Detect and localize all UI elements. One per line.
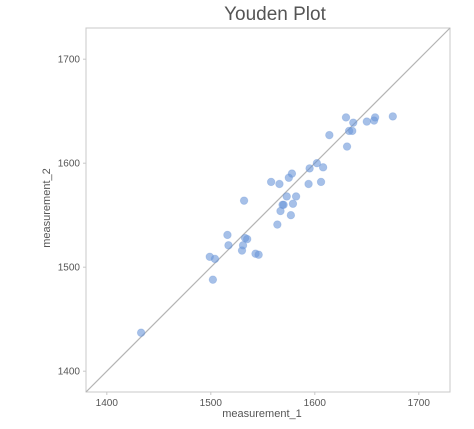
data-point <box>304 179 313 189</box>
x-axis-ticks: 1400 1500 1600 1700 <box>96 392 431 409</box>
data-point <box>349 118 358 127</box>
data-point <box>325 130 334 140</box>
data-point <box>286 210 296 220</box>
reference-line <box>85 27 451 393</box>
y-tick-label: 1500 <box>58 263 81 274</box>
data-point <box>273 220 282 229</box>
y-axis-label: measurement_2 <box>41 168 53 248</box>
reference-line-group <box>85 27 451 393</box>
data-point <box>288 199 298 208</box>
chart-title: Youden Plot <box>224 4 327 25</box>
data-point <box>287 169 297 178</box>
x-tick-label: 1500 <box>200 398 223 409</box>
data-point <box>318 163 328 172</box>
data-point <box>242 234 252 244</box>
data-point <box>312 158 322 168</box>
data-point <box>342 142 352 151</box>
x-tick-label: 1700 <box>408 398 431 409</box>
data-point <box>136 328 146 337</box>
data-point <box>316 177 326 187</box>
x-tick-label: 1400 <box>96 398 119 409</box>
data-point <box>388 112 397 121</box>
data-point <box>238 241 248 250</box>
plot-panel <box>85 27 451 393</box>
data-point <box>224 241 233 250</box>
plot-panel-border <box>85 27 451 393</box>
data-point <box>266 177 276 187</box>
y-axis-ticks: 1400 1500 1600 1700 <box>58 55 86 378</box>
data-points <box>136 112 397 337</box>
data-point <box>279 200 288 209</box>
data-point <box>239 196 249 205</box>
data-point <box>348 126 357 136</box>
data-point <box>341 113 351 122</box>
x-tick-label: 1600 <box>304 398 327 409</box>
y-tick-label: 1600 <box>58 159 81 170</box>
data-point <box>305 164 314 173</box>
data-point <box>282 192 291 201</box>
data-point <box>254 250 263 259</box>
y-tick-label: 1400 <box>58 367 81 378</box>
data-point <box>208 275 218 284</box>
data-point <box>291 192 301 201</box>
data-point <box>362 117 371 126</box>
data-point <box>210 254 220 264</box>
x-axis-label: measurement_1 <box>222 408 302 420</box>
data-point <box>370 113 380 122</box>
data-point <box>275 179 284 189</box>
y-tick-label: 1700 <box>58 55 81 66</box>
data-point <box>223 230 232 240</box>
